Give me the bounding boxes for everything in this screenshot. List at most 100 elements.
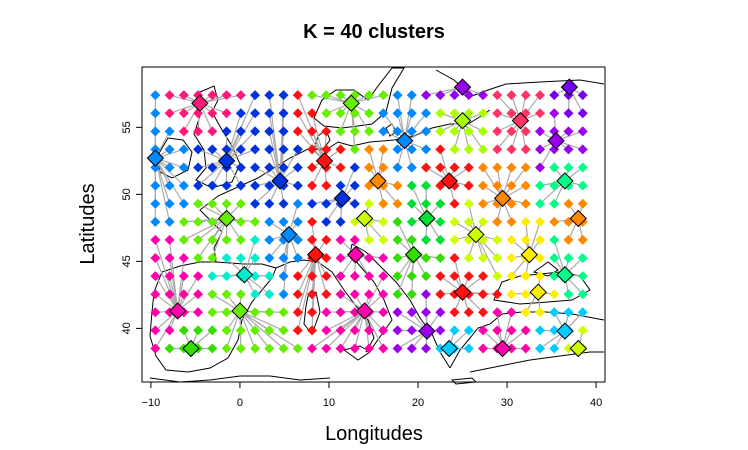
grid-point [193, 271, 204, 282]
grid-point [250, 343, 261, 354]
grid-point [563, 343, 574, 354]
grid-point [278, 198, 289, 209]
grid-point [449, 108, 460, 119]
grid-point [421, 108, 432, 119]
grid-point [335, 325, 346, 336]
grid-point [193, 253, 204, 264]
grid-point [321, 234, 332, 245]
grid-point [364, 162, 375, 173]
grid-point [520, 307, 531, 318]
grid-point [307, 198, 318, 209]
grid-point [164, 271, 175, 282]
grid-point [207, 307, 218, 318]
grid-point [492, 307, 503, 318]
cluster-center [493, 339, 512, 358]
grid-point [406, 162, 417, 173]
cluster-center [217, 152, 236, 170]
cluster-link [239, 310, 256, 349]
grid-point [335, 271, 346, 282]
cluster-center [271, 172, 289, 190]
grid-point [478, 289, 489, 300]
grid-point [364, 90, 375, 101]
cluster-center [453, 78, 472, 96]
x-tick-label: −10 [142, 397, 161, 409]
grid-point [506, 144, 517, 155]
grid-point [435, 198, 446, 209]
grid-point [406, 289, 417, 300]
grid-point [264, 144, 275, 155]
grid-point [221, 343, 232, 354]
x-tick-label: 0 [237, 397, 243, 409]
grid-point [278, 216, 289, 227]
cluster-link [297, 254, 317, 331]
grid-point [549, 198, 560, 209]
grid-point [549, 234, 560, 245]
grid-point [178, 90, 189, 101]
grid-point [178, 325, 189, 336]
grid-point [264, 253, 275, 264]
grid-point [250, 90, 261, 101]
grid-point [421, 271, 432, 282]
grid-point [406, 234, 417, 245]
grid-point [520, 216, 531, 227]
plot-region [146, 67, 605, 385]
cluster-center [306, 245, 325, 264]
grid-point [549, 108, 560, 119]
grid-point [421, 180, 432, 191]
grid-point [250, 108, 261, 119]
grid-point [406, 307, 417, 318]
grid-point [535, 144, 546, 155]
grid-point [549, 271, 560, 282]
x-axis: −10 0 10 20 30 40 [142, 382, 602, 409]
grid-point [207, 126, 218, 137]
cluster-center [191, 94, 209, 112]
grid-point [478, 126, 489, 137]
plot-frame [141, 66, 606, 383]
cluster-link [475, 234, 498, 277]
grid-point [378, 90, 389, 101]
grid-point [577, 126, 588, 137]
grid-point [520, 144, 531, 155]
grid-point [150, 162, 161, 173]
grid-point [250, 253, 261, 264]
grid-point [421, 126, 432, 137]
grid-point [164, 253, 175, 264]
grid-point [549, 325, 560, 336]
grid-point [321, 126, 332, 137]
grid-point [207, 90, 218, 101]
grid-point [421, 253, 432, 264]
grid-point [449, 144, 460, 155]
grid-point [392, 271, 403, 282]
grid-point [321, 198, 332, 209]
grid-point [150, 343, 161, 354]
grid-point [178, 144, 189, 155]
grid-point [563, 108, 574, 119]
grid-point [235, 108, 246, 119]
grid-point [392, 108, 403, 119]
grid-point [549, 162, 560, 173]
grid-point [549, 253, 560, 264]
grid-point [392, 216, 403, 227]
grid-point [178, 216, 189, 227]
grid-point [235, 162, 246, 173]
grid-point [463, 198, 474, 209]
grid-point [150, 198, 161, 209]
grid-point [449, 126, 460, 137]
grid-point [563, 198, 574, 209]
grid-point [364, 271, 375, 282]
grid-point [264, 271, 275, 282]
grid-point [535, 325, 546, 336]
grid-point [292, 144, 303, 155]
grid-point [150, 216, 161, 227]
grid-point [292, 234, 303, 245]
cluster-link [268, 95, 281, 182]
grid-point [278, 325, 289, 336]
grid-point [278, 90, 289, 101]
grid-point [406, 144, 417, 155]
grid-point [520, 343, 531, 354]
grid-point [207, 108, 218, 119]
grid-point [321, 216, 332, 227]
cluster-center [333, 189, 352, 208]
grid-point [535, 343, 546, 354]
grid-point [463, 180, 474, 191]
